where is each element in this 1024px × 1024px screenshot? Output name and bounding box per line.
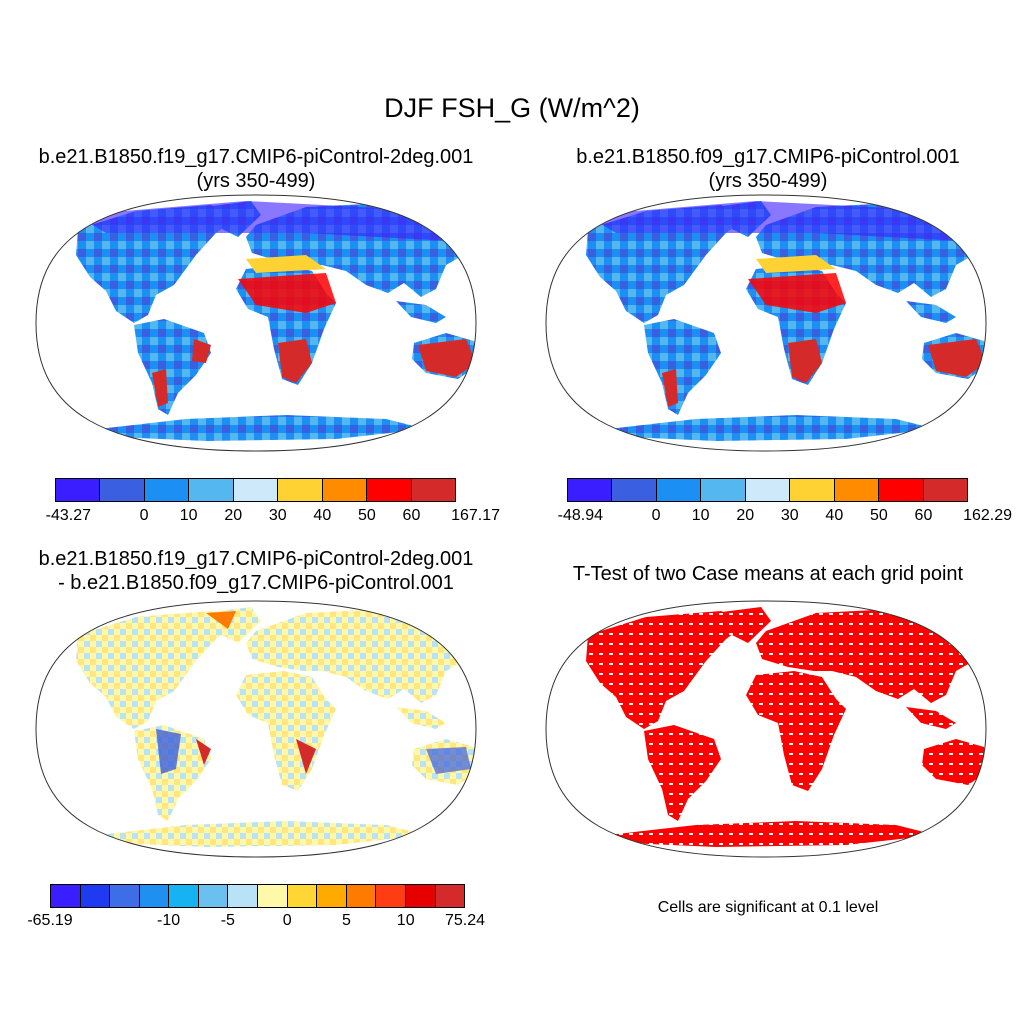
panel-4-map [545, 600, 987, 858]
colorbar-swatch [923, 479, 967, 501]
colorbar-swatch [411, 479, 455, 501]
panel-2-colorbar [567, 478, 968, 502]
colorbar-swatch [405, 885, 436, 907]
colorbar-tick-label: 10 [691, 507, 710, 524]
panel-1-map [35, 194, 477, 452]
colorbar-swatch [228, 885, 259, 907]
panel-3-title: b.e21.B1850.f19_g17.CMIP6-piControl-2deg… [38, 548, 474, 594]
panel-2-title: b.e21.B1850.f09_g17.CMIP6-piControl.001 … [576, 146, 960, 192]
colorbar-tick-label: 0 [651, 507, 661, 524]
colorbar-tick-label: 50 [357, 507, 376, 524]
colorbar-swatch [144, 479, 190, 501]
panel-2-map [545, 194, 987, 452]
colorbar-swatch [656, 479, 702, 501]
colorbar-swatch [322, 479, 368, 501]
colorbar-swatch [278, 479, 323, 501]
colorbar-tick-label: 60 [914, 507, 933, 524]
colorbar-tick-label: 0 [139, 507, 149, 524]
colorbar-tick-label: 167.17 [451, 507, 501, 524]
colorbar-swatch [198, 885, 229, 907]
colorbar-swatch [367, 479, 412, 501]
panel-3-colorbar-labels: -65.19 -10 -5 0 5 10 75.24 [27, 912, 485, 932]
colorbar-swatch [169, 885, 199, 907]
colorbar-swatch [287, 885, 318, 907]
panel-3-map [35, 600, 477, 858]
colorbar-swatch [189, 479, 234, 501]
colorbar-swatch [258, 885, 288, 907]
colorbar-tick-label: 162.29 [963, 507, 1013, 524]
colorbar-tick-label: -65.19 [27, 912, 73, 929]
colorbar-swatch [233, 479, 279, 501]
panel-1-title: b.e21.B1850.f19_g17.CMIP6-piControl-2deg… [38, 146, 474, 192]
colorbar-tick-label: 0 [282, 912, 292, 929]
panel-2-colorbar-labels: -48.94 0 10 20 30 40 50 60 162.29 [558, 507, 1012, 527]
colorbar-swatch [376, 885, 406, 907]
colorbar-swatch [612, 479, 657, 501]
colorbar-swatch [51, 885, 81, 907]
colorbar-swatch [56, 479, 101, 501]
colorbar-tick-label: 60 [402, 507, 421, 524]
colorbar-swatch [139, 885, 170, 907]
colorbar-tick-label: 30 [780, 507, 799, 524]
colorbar-tick-label: 30 [268, 507, 287, 524]
colorbar-tick-label: 75.24 [444, 912, 486, 929]
colorbar-tick-label: -43.27 [45, 507, 92, 524]
colorbar-swatch [701, 479, 746, 501]
colorbar-tick-label: -48.94 [557, 507, 604, 524]
colorbar-swatch [110, 885, 140, 907]
colorbar-swatch [790, 479, 835, 501]
panel-1-colorbar-labels: -43.27 0 10 20 30 40 50 60 167.17 [46, 507, 500, 527]
colorbar-swatch [834, 479, 880, 501]
panel-1-colorbar [55, 478, 456, 502]
panel-3-colorbar [50, 884, 465, 908]
colorbar-tick-label: 50 [869, 507, 888, 524]
colorbar-tick-label: 20 [224, 507, 243, 524]
colorbar-tick-label: 10 [396, 912, 415, 929]
significance-note: Cells are significant at 0.1 level [657, 899, 879, 916]
colorbar-tick-label: 40 [825, 507, 844, 524]
colorbar-swatch [568, 479, 613, 501]
colorbar-tick-label: 40 [313, 507, 332, 524]
colorbar-tick-label: 5 [341, 912, 351, 929]
colorbar-tick-label: -10 [157, 912, 181, 929]
colorbar-swatch [100, 479, 145, 501]
panel-4-title: T-Test of two Case means at each grid po… [572, 563, 964, 585]
colorbar-swatch [435, 885, 465, 907]
colorbar-swatch [745, 479, 791, 501]
main-title: DJF FSH_G (W/m^2) [384, 93, 640, 123]
colorbar-tick-label: 10 [179, 507, 198, 524]
colorbar-swatch [346, 885, 377, 907]
colorbar-swatch [80, 885, 111, 907]
colorbar-swatch [317, 885, 347, 907]
colorbar-tick-label: -5 [220, 912, 235, 929]
colorbar-tick-label: 20 [736, 507, 755, 524]
colorbar-swatch [879, 479, 924, 501]
